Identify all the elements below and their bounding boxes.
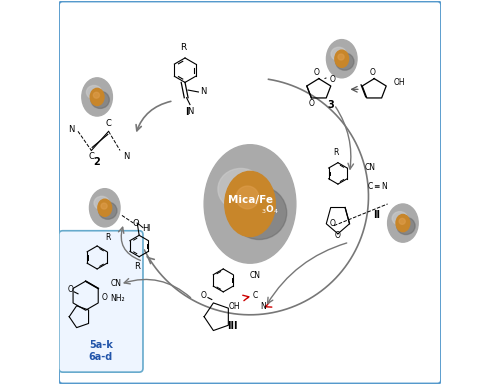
Text: N: N bbox=[188, 107, 194, 116]
Ellipse shape bbox=[90, 189, 120, 227]
Ellipse shape bbox=[326, 40, 357, 78]
Ellipse shape bbox=[218, 168, 264, 210]
Ellipse shape bbox=[338, 54, 344, 60]
Ellipse shape bbox=[335, 50, 348, 67]
Ellipse shape bbox=[225, 171, 275, 236]
Ellipse shape bbox=[90, 88, 104, 105]
Text: II: II bbox=[372, 211, 380, 221]
Text: 2: 2 bbox=[94, 157, 100, 167]
Text: OH: OH bbox=[229, 302, 240, 311]
Text: C$\equiv$N: C$\equiv$N bbox=[366, 180, 388, 191]
Text: O: O bbox=[102, 293, 108, 301]
Ellipse shape bbox=[388, 204, 418, 242]
Text: CN: CN bbox=[364, 162, 376, 172]
Ellipse shape bbox=[331, 47, 346, 60]
Ellipse shape bbox=[204, 145, 296, 263]
Text: R: R bbox=[134, 262, 140, 271]
Ellipse shape bbox=[98, 202, 117, 219]
Text: CN: CN bbox=[250, 271, 261, 281]
Ellipse shape bbox=[101, 203, 107, 209]
Text: 6a-d: 6a-d bbox=[89, 352, 113, 362]
Ellipse shape bbox=[397, 218, 415, 234]
Text: O: O bbox=[370, 68, 375, 77]
Text: O: O bbox=[314, 68, 320, 77]
Ellipse shape bbox=[236, 186, 259, 209]
Text: OH: OH bbox=[394, 79, 405, 87]
Text: I: I bbox=[185, 107, 188, 117]
Ellipse shape bbox=[94, 196, 110, 210]
Text: 5a-k: 5a-k bbox=[89, 340, 113, 350]
Ellipse shape bbox=[392, 212, 407, 225]
Ellipse shape bbox=[336, 53, 354, 70]
Text: R: R bbox=[180, 43, 186, 52]
Ellipse shape bbox=[232, 186, 286, 239]
Ellipse shape bbox=[399, 218, 406, 224]
Text: 3: 3 bbox=[327, 100, 334, 110]
Text: l: l bbox=[148, 224, 150, 233]
Ellipse shape bbox=[82, 78, 112, 116]
Text: C: C bbox=[88, 152, 94, 161]
Text: $_3$O$_4$: $_3$O$_4$ bbox=[260, 203, 278, 216]
Text: Mica/Fe: Mica/Fe bbox=[228, 195, 272, 205]
Text: III: III bbox=[228, 321, 238, 331]
Text: O: O bbox=[68, 285, 73, 294]
Text: C: C bbox=[106, 119, 112, 127]
Ellipse shape bbox=[98, 199, 112, 216]
Text: O: O bbox=[330, 75, 336, 84]
Text: C: C bbox=[253, 291, 258, 300]
Text: O: O bbox=[200, 291, 206, 300]
Text: CN: CN bbox=[110, 279, 122, 288]
Ellipse shape bbox=[86, 85, 102, 99]
Text: O: O bbox=[330, 219, 336, 228]
Text: O: O bbox=[308, 99, 314, 107]
Text: H: H bbox=[142, 224, 148, 233]
Ellipse shape bbox=[91, 91, 110, 109]
Text: N: N bbox=[200, 87, 206, 97]
Text: N: N bbox=[123, 152, 130, 161]
Text: O: O bbox=[132, 219, 138, 228]
Ellipse shape bbox=[94, 92, 100, 98]
Ellipse shape bbox=[396, 214, 410, 232]
FancyBboxPatch shape bbox=[59, 231, 143, 372]
Text: O: O bbox=[335, 231, 341, 240]
Text: N: N bbox=[260, 302, 266, 311]
Text: N: N bbox=[68, 125, 75, 134]
Text: NH₂: NH₂ bbox=[110, 295, 125, 303]
Text: R: R bbox=[105, 233, 110, 242]
Text: R: R bbox=[334, 148, 338, 157]
